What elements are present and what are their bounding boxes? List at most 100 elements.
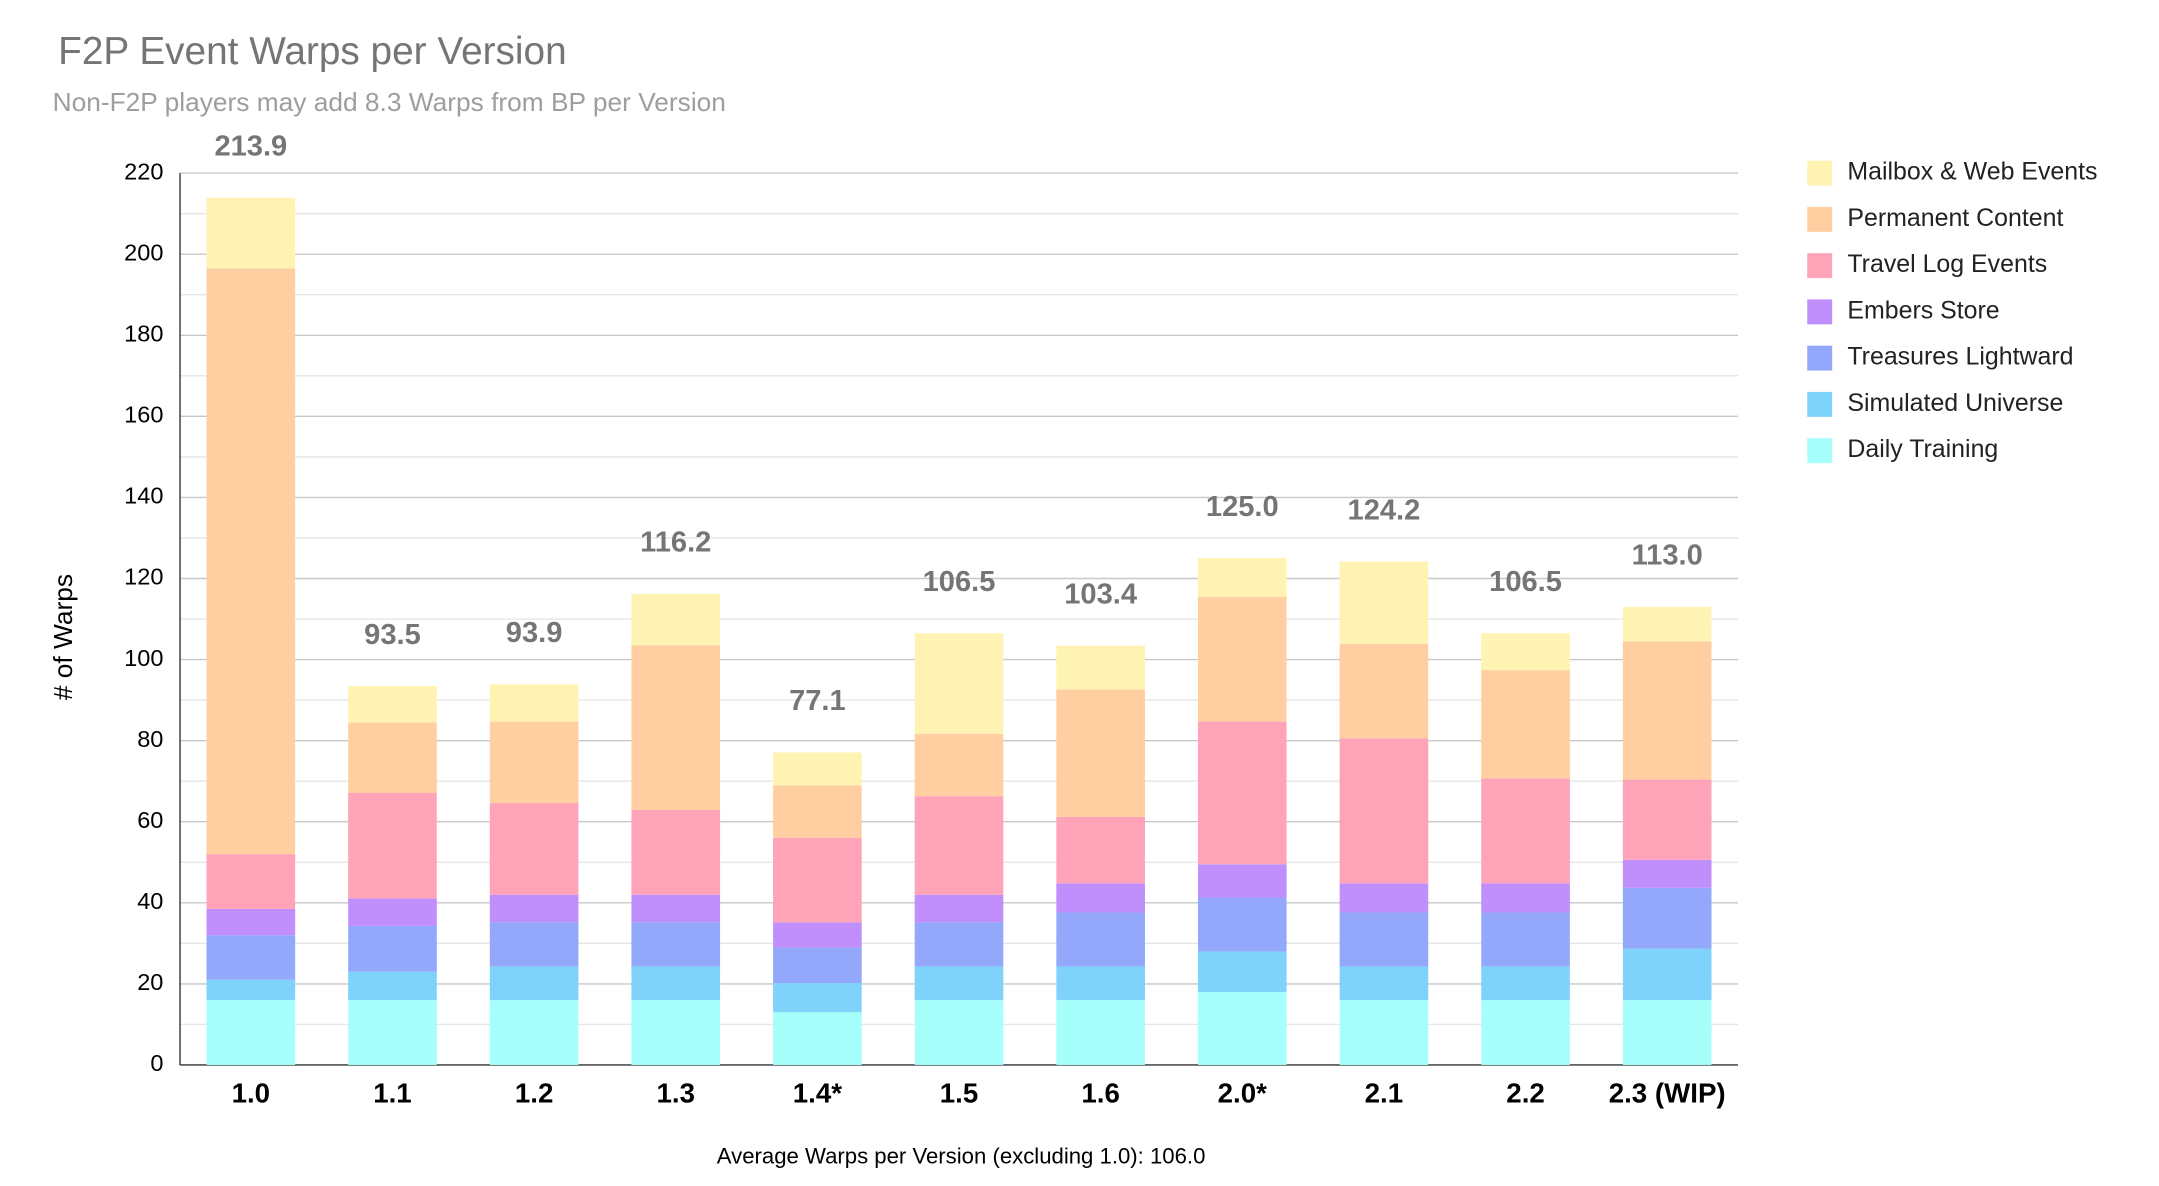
x-tick-label: 1.6	[1081, 1078, 1120, 1109]
bar-segment	[1197, 558, 1287, 597]
bar-segment	[206, 935, 296, 980]
total-label: 213.9	[214, 131, 287, 163]
bar-segment	[348, 898, 437, 926]
legend-label: Simulated Universe	[1847, 389, 2063, 417]
legend-label: Permanent Content	[1847, 204, 2063, 232]
bar-segment	[1622, 859, 1712, 888]
x-tick-label: 1.0	[232, 1078, 270, 1109]
bar-segment	[206, 268, 296, 855]
bar-segment	[1339, 883, 1429, 913]
y-tick-label: 120	[124, 564, 163, 590]
bar-segment	[1197, 596, 1287, 722]
y-tick-label: 20	[137, 969, 163, 995]
bar-segment	[1622, 948, 1712, 1001]
bar-segment	[914, 1000, 1004, 1065]
y-tick-label: 220	[124, 158, 163, 184]
bar-segment	[1481, 1000, 1570, 1065]
bar-segment	[489, 894, 579, 923]
bar-segment	[1622, 606, 1712, 642]
total-label: 93.5	[364, 619, 421, 651]
legend-swatch	[1807, 253, 1833, 279]
bar-segment	[1197, 991, 1287, 1065]
total-label: 116.2	[640, 527, 711, 559]
bar-segment	[773, 983, 862, 1013]
bar-segment	[914, 633, 1004, 734]
bar-segment	[1197, 951, 1287, 992]
x-tick-label: 2.0*	[1218, 1078, 1267, 1109]
y-tick-label: 100	[124, 645, 163, 671]
bar-segment	[489, 684, 579, 722]
bar-segment	[489, 803, 579, 895]
bar-segment	[489, 966, 579, 1001]
legend-label: Travel Log Events	[1847, 250, 2047, 278]
bar-segment	[773, 922, 862, 948]
bar-segment	[773, 837, 862, 923]
y-tick-label: 160	[124, 402, 163, 428]
total-label: 106.5	[923, 566, 996, 598]
bar-segment	[1197, 897, 1287, 952]
bar-segment	[489, 721, 579, 804]
bar-segment	[1622, 887, 1712, 949]
total-label: 125.0	[1206, 491, 1279, 523]
y-tick-label: 40	[137, 888, 163, 914]
bar-segment	[1056, 966, 1145, 1001]
footnote: Average Warps per Version (excluding 1.0…	[717, 1144, 1206, 1169]
legend-label: Embers Store	[1847, 296, 1999, 324]
bar-segment	[1339, 738, 1429, 884]
bar-segment	[773, 752, 862, 786]
chart-subtitle: Non-F2P players may add 8.3 Warps from B…	[53, 87, 726, 117]
y-tick-label: 60	[137, 807, 163, 833]
bar-segment	[206, 197, 296, 269]
bar-segment	[631, 966, 721, 1001]
bar-segment	[773, 785, 862, 838]
bar-segment	[1339, 1000, 1429, 1065]
bar-segment	[348, 925, 437, 972]
bar-segment	[1622, 779, 1712, 860]
legend-swatch	[1807, 299, 1833, 325]
x-tick-label: 1.5	[940, 1078, 979, 1109]
legend-swatch	[1807, 345, 1833, 371]
bar-segment	[631, 922, 721, 967]
y-tick-label: 140	[124, 483, 163, 509]
bar-segment	[773, 1012, 862, 1065]
bar-segment	[1056, 689, 1145, 817]
x-tick-label: 2.1	[1365, 1078, 1404, 1109]
chart-title: F2P Event Warps per Version	[58, 30, 566, 73]
bar-segment	[1481, 883, 1570, 913]
legend-swatch	[1807, 160, 1833, 186]
total-label: 77.1	[789, 685, 846, 717]
bar-segment	[773, 947, 862, 984]
bar-segment	[206, 908, 296, 936]
bar-segment	[631, 1000, 721, 1065]
bar-segment	[1481, 633, 1570, 671]
bar-segment	[1197, 864, 1287, 898]
bar-segment	[1339, 966, 1429, 1001]
bar-segment	[631, 593, 721, 646]
x-tick-label: 1.3	[656, 1078, 695, 1109]
bar-segment	[1197, 721, 1287, 865]
x-tick-label: 1.2	[515, 1078, 553, 1109]
bar-segment	[1056, 645, 1145, 690]
bar-segment	[489, 1000, 579, 1065]
y-tick-label: 0	[150, 1050, 163, 1076]
bar-segment	[1339, 561, 1429, 644]
bar-segment	[1339, 912, 1429, 967]
bar-segment	[1481, 670, 1570, 779]
bar-segment	[1481, 912, 1570, 967]
total-label: 113.0	[1632, 540, 1703, 572]
total-label: 124.2	[1348, 494, 1421, 526]
bar-segment	[1056, 816, 1145, 884]
legend-swatch	[1807, 391, 1833, 417]
legend-swatch	[1807, 438, 1833, 464]
bar-segment	[631, 809, 721, 895]
legend-label: Treasures Lightward	[1847, 343, 2073, 371]
bar-segment	[206, 979, 296, 1001]
bar-segment	[914, 922, 1004, 967]
bar-segment	[1056, 912, 1145, 967]
legend-swatch	[1807, 206, 1833, 232]
bar-segment	[1622, 1000, 1712, 1065]
bar-segment	[1339, 643, 1429, 739]
bar-segment	[1481, 966, 1570, 1001]
legend-label: Daily Training	[1847, 435, 1998, 463]
